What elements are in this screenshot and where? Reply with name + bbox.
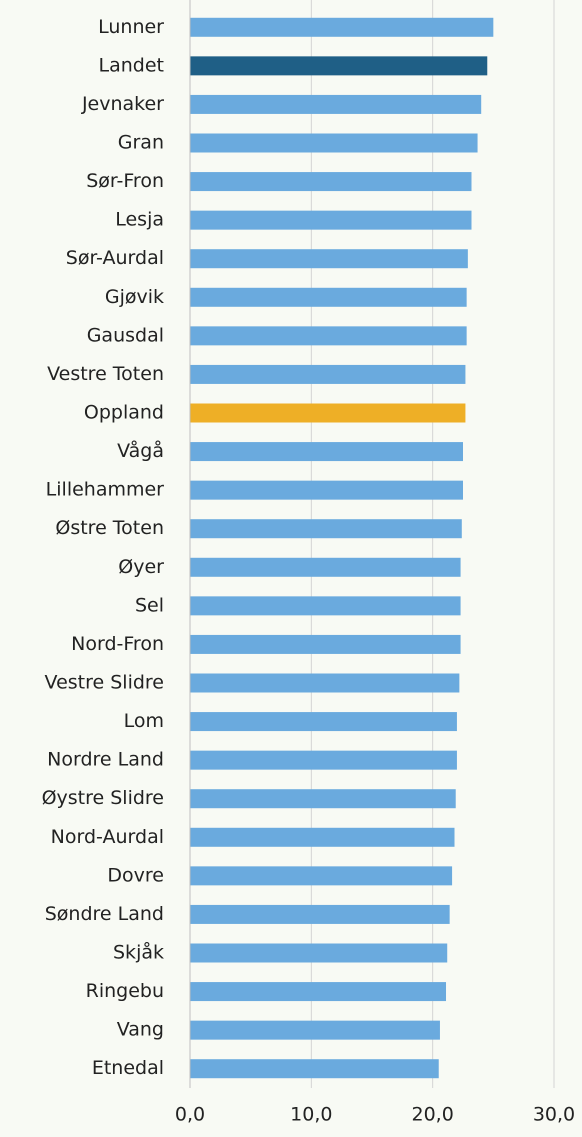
y-tick-label: Vang — [117, 1019, 164, 1041]
y-tick-label: Nordre Land — [47, 749, 164, 771]
y-tick-label: Vågå — [117, 439, 164, 462]
bar — [190, 287, 467, 307]
bar — [190, 249, 468, 269]
y-tick-label: Søndre Land — [45, 903, 164, 925]
y-tick-label: Øyer — [118, 556, 164, 578]
bar — [190, 557, 461, 577]
bar — [190, 403, 466, 423]
y-tick-label: Sel — [135, 594, 164, 616]
x-tick-label: 0,0 — [175, 1104, 205, 1126]
x-tick-label: 10,0 — [290, 1104, 332, 1126]
bar — [190, 519, 462, 539]
x-tick-label: 30,0 — [533, 1104, 575, 1126]
bar — [190, 326, 467, 346]
bar — [190, 364, 466, 384]
y-tick-label: Lillehammer — [46, 479, 165, 501]
bar — [190, 56, 488, 76]
y-tick-label: Dovre — [107, 864, 164, 886]
bar — [190, 210, 472, 230]
y-tick-label: Gausdal — [87, 324, 164, 346]
bar — [190, 750, 457, 770]
bar — [190, 172, 472, 192]
bar — [190, 17, 494, 37]
y-tick-label: Jevnaker — [81, 93, 164, 115]
y-tick-label: Oppland — [84, 402, 164, 424]
y-tick-label: Øystre Slidre — [42, 787, 164, 809]
x-tick-label: 20,0 — [412, 1104, 454, 1126]
bar — [190, 904, 450, 924]
bar — [190, 943, 448, 963]
y-tick-label: Nord-Fron — [71, 633, 164, 655]
y-tick-label: Østre Toten — [55, 517, 164, 539]
y-tick-label: Gran — [118, 132, 164, 154]
bar — [190, 866, 453, 886]
bar — [190, 596, 461, 616]
bar — [190, 789, 456, 809]
bar — [190, 442, 463, 462]
bar — [190, 133, 478, 153]
bar — [190, 982, 447, 1002]
bar — [190, 634, 461, 654]
y-tick-label: Nord-Aurdal — [51, 826, 164, 848]
y-tick-label: Skjåk — [113, 941, 164, 964]
y-tick-label: Gjøvik — [105, 286, 164, 308]
y-tick-label: Landet — [99, 54, 164, 76]
y-tick-label: Etnedal — [92, 1057, 164, 1079]
y-tick-label: Lesja — [115, 209, 164, 231]
y-tick-label: Vestre Slidre — [45, 672, 164, 694]
y-tick-label: Sør-Fron — [86, 170, 164, 192]
y-tick-label: Lom — [124, 710, 164, 732]
bar — [190, 480, 463, 500]
bar — [190, 94, 482, 114]
bar — [190, 1059, 439, 1079]
y-tick-label: Lunner — [98, 16, 164, 38]
bar — [190, 712, 457, 732]
y-tick-label: Ringebu — [86, 980, 164, 1002]
bar — [190, 1020, 440, 1040]
bar — [190, 673, 460, 693]
y-tick-label: Sør-Aurdal — [66, 247, 164, 269]
bar — [190, 827, 455, 847]
y-tick-label: Vestre Toten — [47, 363, 164, 385]
